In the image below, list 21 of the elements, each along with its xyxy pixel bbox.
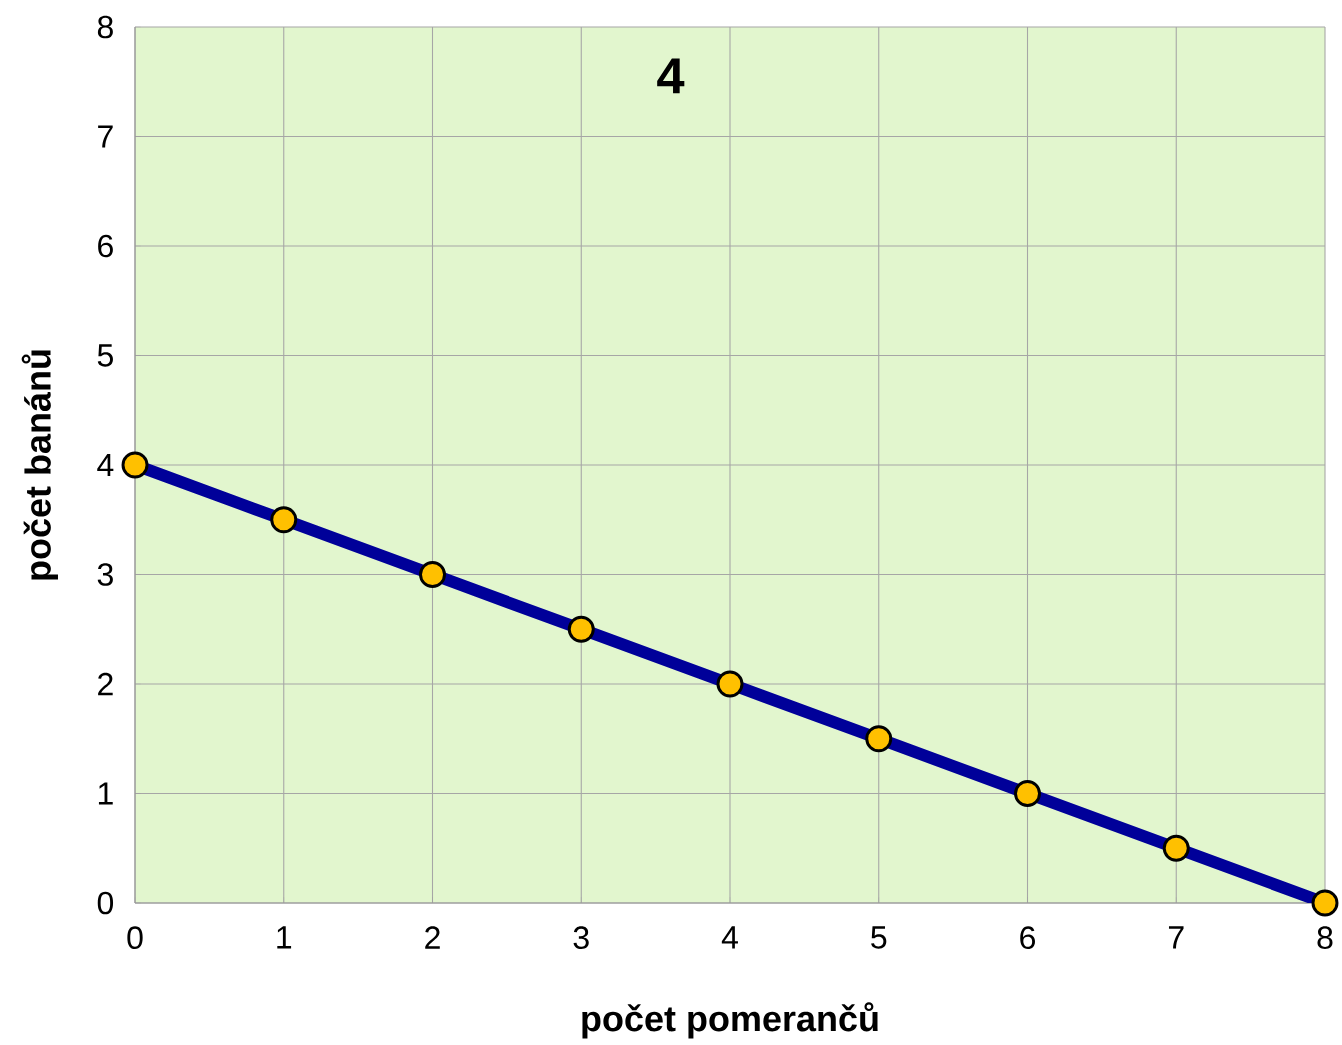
y-tick-label: 6 <box>98 234 113 258</box>
x-tick-label: 1 <box>277 926 292 949</box>
x-tick-label: 2 <box>425 926 440 949</box>
y-tick-label: 4 <box>97 453 114 476</box>
chart-title: 4 <box>657 58 685 94</box>
y-tick-label: 5 <box>97 344 113 367</box>
y-tick-label: 1 <box>98 782 113 805</box>
x-axis-title: počet pomerančů <box>582 1002 878 1039</box>
y-tick-label: 7 <box>98 125 113 148</box>
y-axis-title: počet banánů <box>21 350 58 580</box>
y-tick-label: 2 <box>98 672 113 696</box>
y-tick-label: 8 <box>97 15 113 39</box>
x-tick-label: 6 <box>1020 926 1035 950</box>
x-tick-label: 5 <box>871 926 887 949</box>
x-tick-label: 7 <box>1168 926 1184 949</box>
x-tick-label: 4 <box>721 926 738 949</box>
y-tick-label: 3 <box>97 563 113 586</box>
x-tick-label: 0 <box>127 926 143 950</box>
x-tick-label: 8 <box>1317 926 1333 950</box>
x-tick-label: 3 <box>573 926 589 950</box>
y-tick-label: 0 <box>97 891 114 915</box>
